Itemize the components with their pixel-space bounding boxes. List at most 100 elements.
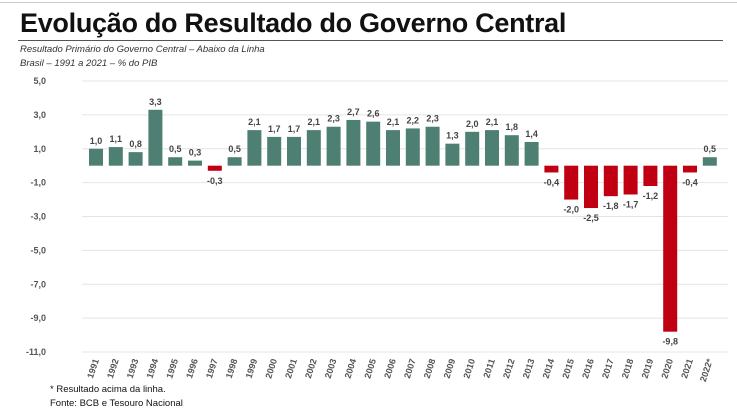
y-tick-label: -7,0: [30, 279, 46, 289]
bar: [128, 152, 143, 166]
data-label: 2,1: [387, 117, 400, 127]
subtitle-1: Resultado Primário do Governo Central – …: [20, 44, 265, 55]
x-tick-label: 2011: [481, 358, 497, 380]
data-label: 2,1: [308, 117, 321, 127]
y-tick-label: -3,0: [30, 212, 46, 222]
data-label: 3,3: [149, 97, 162, 107]
x-tick-label: 2015: [560, 358, 576, 380]
x-tick-label: 2013: [521, 358, 537, 380]
y-tick-label: 1,0: [33, 144, 46, 154]
data-label: 2,0: [466, 119, 479, 129]
bar: [89, 148, 103, 166]
x-tick-label: 1993: [125, 358, 141, 380]
bar: [148, 109, 163, 166]
x-tick-label: 2009: [442, 358, 458, 380]
bar: [663, 165, 678, 332]
y-tick-label: -5,0: [30, 245, 46, 255]
x-tick-label: 2008: [422, 358, 438, 380]
data-label: 1,7: [268, 124, 281, 134]
x-tick-label: 2021: [679, 358, 695, 380]
title-divider: [18, 40, 723, 41]
x-tick-label: 1992: [105, 358, 121, 380]
x-tick-label: 1994: [145, 358, 161, 380]
x-tick-label: 1995: [164, 358, 180, 380]
bar: [227, 157, 242, 166]
data-label: 0,8: [129, 139, 142, 149]
x-tick-label: 2020: [659, 358, 675, 380]
bar: [702, 157, 717, 166]
footnote: * Resultado acima da linha.: [50, 384, 166, 395]
data-label: 1,0: [90, 136, 103, 146]
bar: [405, 128, 420, 166]
bar: [564, 165, 579, 200]
data-label: 0,5: [704, 144, 717, 154]
bar: [326, 126, 341, 166]
data-label: 2,6: [367, 109, 380, 119]
source-note: Fonte: BCB e Tesouro Nacional: [50, 398, 183, 409]
x-tick-label: 1998: [224, 358, 240, 380]
bar: [683, 165, 697, 173]
data-label: 2,1: [248, 117, 261, 127]
bar: [188, 160, 202, 166]
data-label: 2,1: [486, 117, 499, 127]
bar: [603, 165, 618, 197]
data-label: -9,8: [662, 337, 678, 347]
y-tick-label: -9,0: [30, 313, 46, 323]
x-tick-label: 2004: [343, 358, 359, 380]
y-tick-label: 5,0: [33, 76, 46, 86]
bar: [287, 136, 301, 166]
data-label: 2,7: [347, 107, 360, 117]
data-label: 2,2: [407, 115, 420, 125]
bar: [207, 165, 222, 171]
data-label: 1,4: [525, 129, 538, 139]
data-label: -0,3: [207, 176, 223, 186]
top-border: [0, 2, 737, 3]
bar: [445, 143, 460, 166]
bar: [465, 131, 480, 166]
data-label: 0,5: [169, 144, 182, 154]
data-label: 1,8: [506, 122, 519, 132]
x-tick-label: 2019: [640, 358, 656, 380]
bar: [643, 165, 658, 187]
x-tick-label: 1996: [184, 358, 200, 380]
bar: [504, 135, 519, 166]
bar: [544, 165, 559, 173]
x-tick-label: 2012: [501, 358, 517, 380]
data-label: -1,8: [603, 201, 619, 211]
x-tick-label: 2007: [402, 358, 418, 380]
data-label: 2,3: [327, 114, 340, 124]
x-tick-label: 2017: [600, 358, 616, 380]
data-label: -1,7: [623, 199, 639, 209]
data-label: 0,5: [228, 144, 241, 154]
data-label: -2,0: [563, 205, 579, 215]
data-label: 0,3: [189, 148, 202, 158]
data-label: 1,1: [110, 134, 123, 144]
bar: [524, 141, 539, 166]
data-label: -0,4: [682, 177, 698, 187]
x-tick-label: 2022*: [698, 357, 715, 383]
subtitle-2: Brasil – 1991 a 2021 – % do PIB: [20, 58, 158, 69]
data-label: -0,4: [544, 177, 560, 187]
bar: [108, 147, 123, 166]
x-tick-label: 2006: [382, 358, 398, 380]
page-title: Evolução do Resultado do Governo Central: [20, 8, 567, 38]
x-tick-label: 1999: [244, 358, 260, 380]
x-tick-label: 2014: [541, 358, 557, 380]
data-label: 2,3: [426, 114, 439, 124]
x-tick-label: 1991: [85, 358, 101, 380]
bar: [168, 157, 183, 166]
x-tick-label: 2016: [580, 358, 596, 380]
bar: [267, 136, 282, 166]
bar: [386, 130, 400, 166]
x-tick-label: 2005: [362, 358, 378, 380]
bar: [247, 130, 262, 166]
bar: [623, 165, 638, 195]
x-tick-label: 2000: [263, 358, 279, 380]
y-tick-label: -11,0: [26, 347, 46, 357]
x-tick-label: 2001: [283, 358, 299, 380]
data-label: 1,3: [446, 131, 459, 141]
bar: [584, 165, 598, 209]
bar: [366, 121, 381, 166]
x-tick-label: 2002: [303, 358, 319, 380]
